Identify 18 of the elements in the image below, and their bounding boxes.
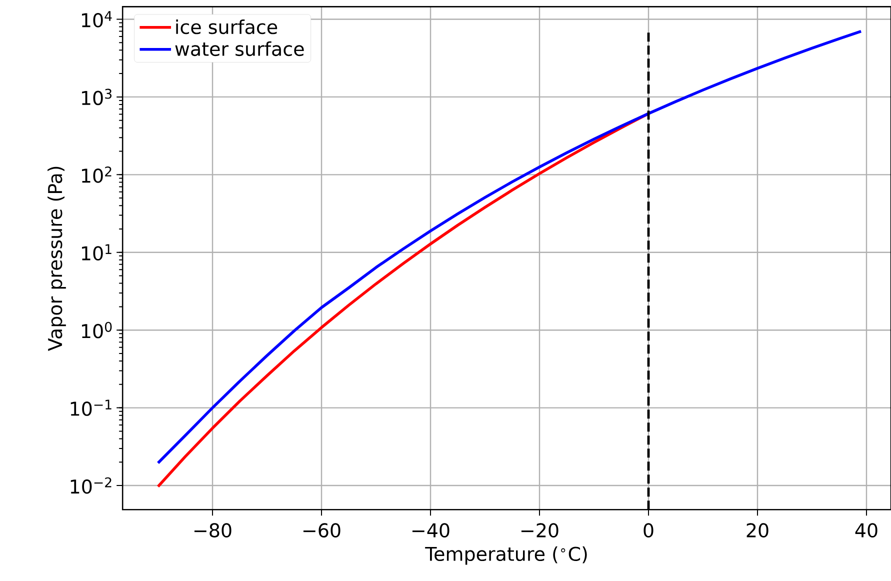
y-tick-label: 10$^{−1}$ xyxy=(70,400,112,416)
x-tick-label: −60 xyxy=(303,523,340,538)
legend-label: water surface xyxy=(175,41,304,56)
y-tick-label: 10$^{4}$ xyxy=(82,11,112,28)
x-tick-label: −80 xyxy=(194,523,232,538)
legend-label: ice surface xyxy=(176,19,278,34)
y-axis-title: Vapor pressure (Pa) xyxy=(48,166,66,351)
x-axis-title: Temperature ($^{∘}$C) xyxy=(425,546,587,565)
x-tick-label: −20 xyxy=(521,523,558,538)
x-tick-label: 40 xyxy=(855,523,878,538)
x-tick-label: −40 xyxy=(412,523,450,538)
x-tick-label: 20 xyxy=(746,523,768,538)
y-tick-label: 10$^{1}$ xyxy=(82,244,112,260)
y-tick-label: 10$^{−2}$ xyxy=(70,477,112,494)
y-tick-label: 10$^{0}$ xyxy=(82,322,112,338)
y-tick-label: 10$^{2}$ xyxy=(82,166,112,183)
y-tick-label: 10$^{3}$ xyxy=(82,88,112,106)
x-tick-label: 0 xyxy=(644,523,654,538)
